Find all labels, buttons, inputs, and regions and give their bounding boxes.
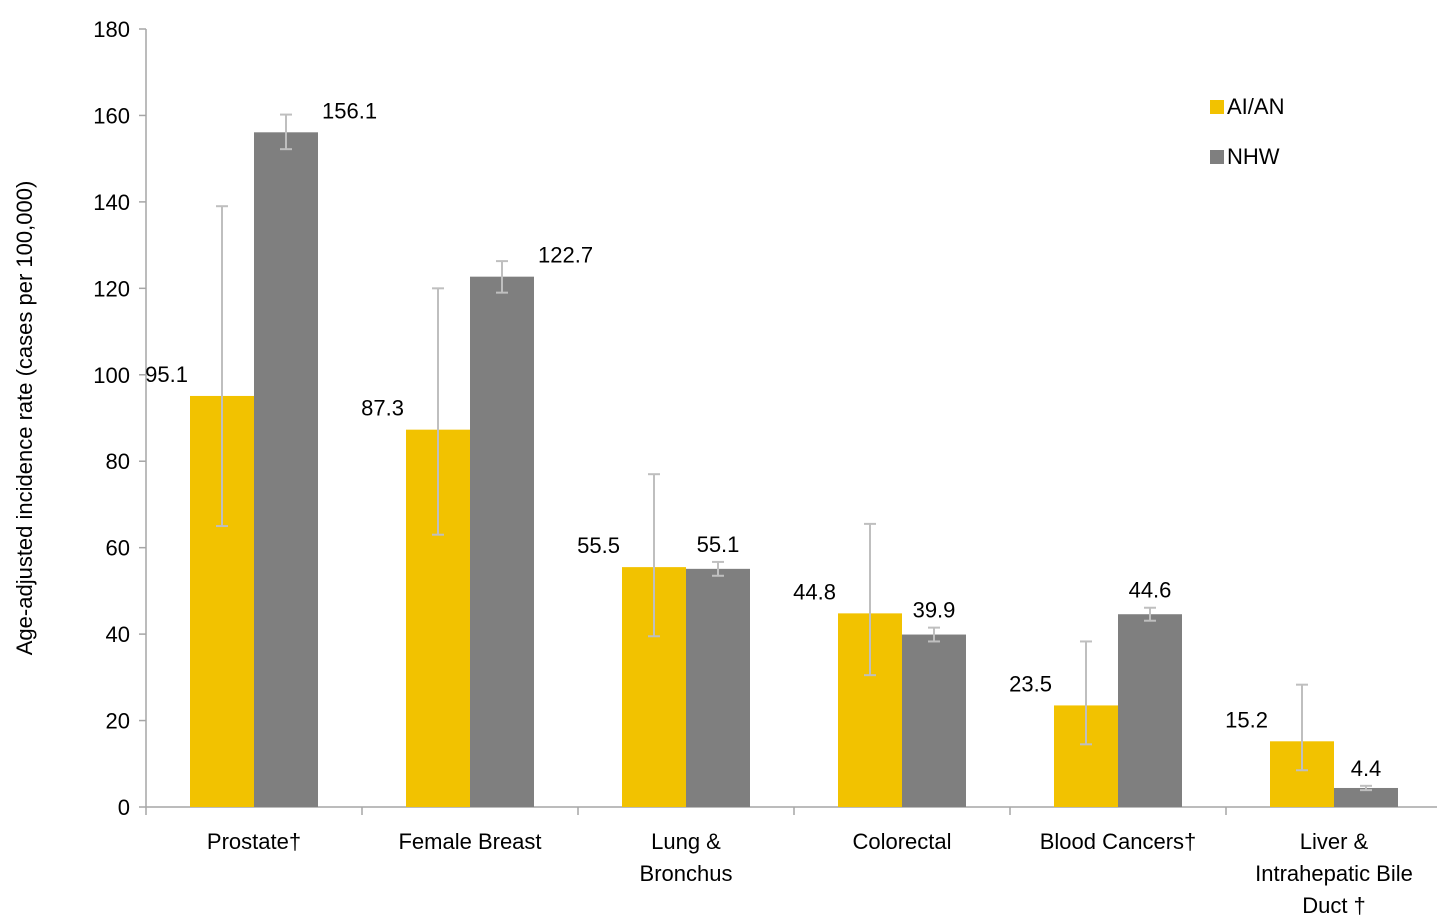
data-label: 87.3 <box>361 396 404 421</box>
legend-swatch <box>1210 100 1224 114</box>
x-tick-label: Bronchus <box>640 861 733 886</box>
y-axis-title: Age-adjusted incidence rate (cases per 1… <box>12 181 37 656</box>
x-tick-label: Female Breast <box>398 829 541 854</box>
data-label: 39.9 <box>913 598 956 623</box>
bar-nhw <box>902 634 966 807</box>
x-tick-label: Colorectal <box>852 829 951 854</box>
x-tick-label: Liver & <box>1300 829 1369 854</box>
bar-nhw <box>1118 614 1182 807</box>
data-label: 156.1 <box>322 98 377 123</box>
x-tick-label: Prostate† <box>207 829 301 854</box>
data-label: 44.6 <box>1129 578 1172 603</box>
y-tick-label: 180 <box>93 17 130 42</box>
legend-label: AI/AN <box>1227 94 1284 119</box>
data-label: 55.1 <box>697 532 740 557</box>
x-tick-label: Lung & <box>651 829 721 854</box>
data-label: 44.8 <box>793 579 836 604</box>
bar-nhw <box>686 568 750 807</box>
legend: AI/AN NHW <box>1210 94 1284 169</box>
x-tick-label: Duct † <box>1302 893 1366 918</box>
data-label: 23.5 <box>1009 671 1052 696</box>
legend-swatch <box>1210 150 1224 164</box>
x-tick-label: Blood Cancers† <box>1040 829 1197 854</box>
error-bars <box>216 113 1372 792</box>
y-tick-label: 140 <box>93 190 130 215</box>
y-tick-label: 160 <box>93 103 130 128</box>
y-tick-label: 20 <box>106 709 130 734</box>
x-tick-label: Intrahepatic Bile <box>1255 861 1413 886</box>
bars <box>190 132 1398 807</box>
bar-nhw <box>254 132 318 807</box>
data-label: 15.2 <box>1225 707 1268 732</box>
y-tick-label: 40 <box>106 622 130 647</box>
y-tick-label: 120 <box>93 276 130 301</box>
data-label: 55.5 <box>577 533 620 558</box>
bar-nhw <box>1334 787 1398 807</box>
y-tick-label: 100 <box>93 363 130 388</box>
x-axis: Prostate† Female Breast Lung & Bronchus Colo… <box>145 806 1437 918</box>
bar-nhw <box>470 276 534 807</box>
y-tick-label: 60 <box>106 536 130 561</box>
legend-label: NHW <box>1227 144 1280 169</box>
y-tick-label: 0 <box>118 795 130 820</box>
y-axis: 0 20 40 60 80 100 120 140 160 180 <box>93 17 147 820</box>
y-tick-label: 80 <box>106 449 130 474</box>
data-labels: 95.1 87.3 55.5 44.8 23.5 15.2 156.1 122.7 55.1 39… <box>145 98 1381 781</box>
data-label: 4.4 <box>1351 756 1382 781</box>
data-label: 95.1 <box>145 362 188 387</box>
data-label: 122.7 <box>538 243 593 268</box>
